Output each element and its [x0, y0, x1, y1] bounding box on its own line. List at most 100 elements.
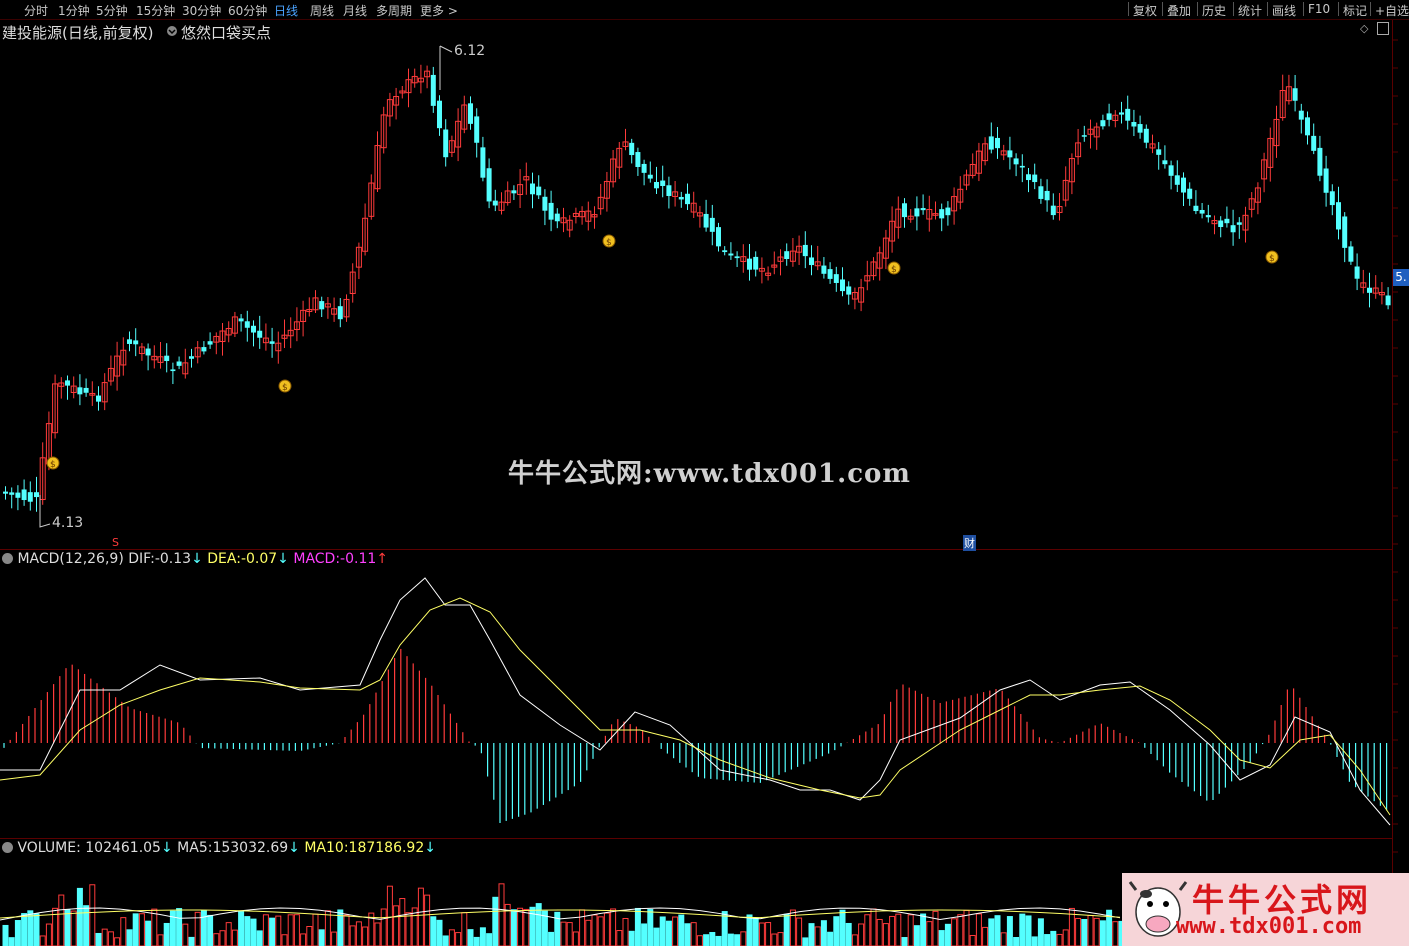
event-mark-finance[interactable]: 财 [963, 535, 976, 551]
diamond-icon[interactable]: ◇ [1360, 22, 1369, 35]
volume-bar [473, 936, 480, 946]
money-bag-glyph: $ [282, 383, 288, 393]
volume-bar [560, 921, 567, 946]
volume-bar [1013, 937, 1020, 946]
candle-body [753, 256, 759, 270]
period-tab-4[interactable]: 30分钟 [182, 4, 222, 18]
toolbar-button-7[interactable]: +自选 [1375, 4, 1409, 18]
low-pointer [39, 495, 51, 528]
panel-toggle-icon[interactable] [1377, 22, 1389, 35]
volume-bar [876, 918, 883, 946]
volume-bar [1112, 921, 1119, 946]
ma10-label: MA10: [304, 840, 349, 856]
period-tab-6[interactable]: 日线 [274, 4, 299, 18]
toolbar-button-0[interactable]: 复权 [1133, 4, 1158, 18]
candle-body [1298, 110, 1304, 120]
candle-body [902, 203, 907, 218]
volume-bar [207, 914, 214, 946]
period-tab-9[interactable]: 多周期 [376, 4, 413, 18]
toolbar-button-3[interactable]: 统计 [1238, 4, 1263, 18]
volume-bar [244, 916, 251, 946]
candle-body [771, 264, 778, 268]
candle-body [758, 267, 765, 272]
macd-header: MACD(12,26,9) DIF:-0.13↓ DEA:-0.07↓ MACD… [2, 551, 388, 567]
candle-body [65, 380, 70, 386]
toolbar-button-2[interactable]: 历史 [1202, 4, 1227, 18]
period-toolbar: 分时 1分钟 5分钟 15分钟 30分钟 60分钟 日线 周线 月线 多周期 更多 > 复权 叠加 历史统… [0, 0, 1409, 20]
volume-name[interactable]: VOLUME: [17, 840, 81, 856]
candle-body [164, 355, 170, 361]
volume-bar [343, 914, 350, 946]
candle-body [963, 174, 970, 186]
volume-bar [1081, 919, 1088, 946]
period-tab-8[interactable]: 月线 [343, 4, 368, 18]
candle-body [685, 193, 690, 205]
candle-body [399, 90, 406, 94]
candle-body [324, 303, 331, 308]
stock-title[interactable]: 建投能源(日线,前复权) [2, 24, 154, 42]
toolbar-button-4[interactable]: 画线 [1272, 4, 1297, 18]
candle-body [1367, 287, 1372, 293]
candle-body [417, 77, 424, 83]
period-tab-0[interactable]: 分时 [24, 4, 49, 18]
money-bag-icon [1265, 250, 1279, 264]
candle-body [734, 256, 740, 259]
indicator-circle-icon[interactable] [166, 22, 178, 40]
last-price-tag: 5. [1393, 269, 1409, 286]
volume-bar [1106, 909, 1113, 946]
macd-name[interactable]: MACD(12,26,9) [17, 551, 124, 567]
volume-bar [1050, 930, 1057, 946]
toolbar-separator [1370, 2, 1371, 16]
candle-body [374, 145, 381, 190]
period-tab-1[interactable]: 1分钟 [58, 4, 90, 18]
volume-bar [827, 931, 834, 946]
candle-body [362, 217, 369, 252]
volume-bar [672, 916, 679, 946]
candle-body [647, 174, 653, 179]
period-tab-7[interactable]: 周线 [310, 4, 335, 18]
candle-body [157, 356, 164, 363]
volume-bar [603, 912, 610, 946]
toolbar-button-5[interactable]: F10 [1308, 2, 1331, 16]
money-bag-icon [46, 456, 60, 470]
period-tab-5[interactable]: 60分钟 [228, 4, 268, 18]
volume-bar [758, 922, 765, 946]
volume-circle-icon[interactable] [2, 842, 13, 853]
volume-bar [355, 921, 362, 946]
event-mark-s[interactable]: S [112, 536, 119, 549]
toolbar-button-6[interactable]: 标记 [1343, 4, 1368, 18]
candle-body [672, 191, 679, 197]
period-tab-3[interactable]: 15分钟 [136, 4, 176, 18]
volume-bar [163, 922, 170, 946]
candle-body [83, 387, 89, 393]
volume-bar [479, 927, 486, 946]
macd-circle-icon[interactable] [2, 553, 13, 564]
candle-body [287, 329, 294, 337]
volume-bar [1044, 934, 1051, 946]
volume-bar [845, 922, 852, 946]
volume-bar [151, 908, 158, 946]
period-tab-10[interactable]: 更多 > [420, 4, 458, 18]
candle-body [603, 180, 610, 199]
candle-body [1019, 165, 1025, 168]
candle-body [52, 383, 59, 434]
candle-body [461, 104, 468, 130]
candle-body [579, 210, 586, 218]
candle-body [796, 245, 803, 253]
candle-body [27, 492, 33, 502]
indicator-name[interactable]: 悠然口袋买点 [181, 24, 272, 42]
candle-body [610, 158, 617, 183]
volume-bar [913, 925, 920, 946]
candle-body [1087, 128, 1094, 135]
volume-bar [957, 914, 964, 946]
candle-body [635, 152, 641, 167]
macd-value: -0.11 [340, 551, 377, 567]
candle-body [468, 103, 473, 124]
toolbar-button-1[interactable]: 叠加 [1167, 4, 1192, 18]
candle-body [1013, 158, 1019, 165]
candle-body [809, 257, 814, 266]
volume-bar [597, 916, 604, 946]
period-tab-2[interactable]: 5分钟 [96, 4, 128, 18]
volume-bar [851, 934, 858, 946]
volume-bar [436, 919, 443, 946]
